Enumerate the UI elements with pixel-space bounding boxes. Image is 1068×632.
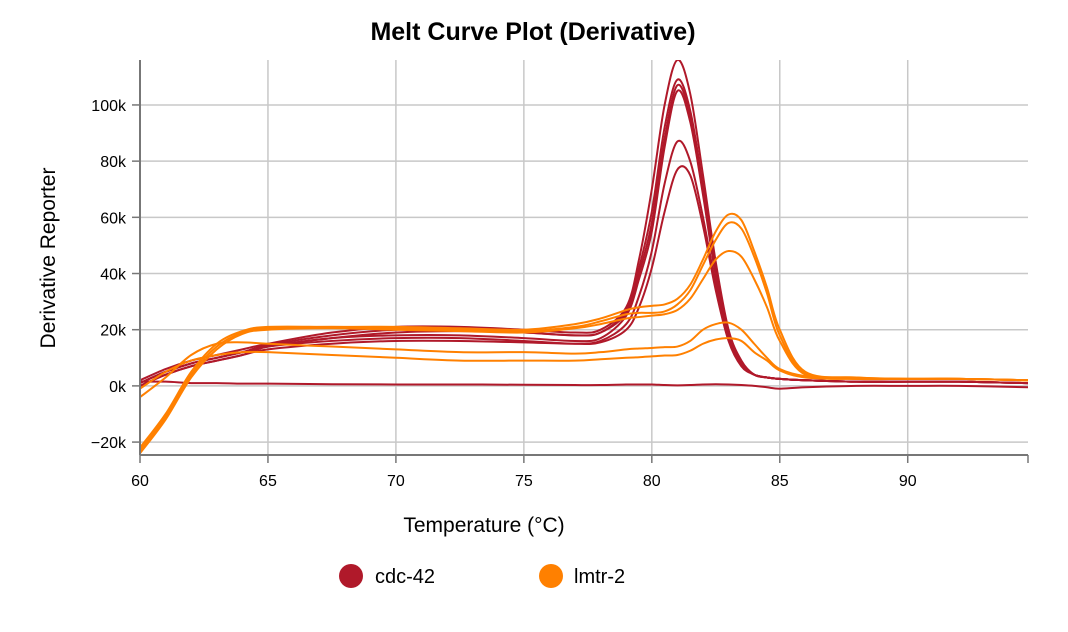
axes: 60 65 70 75 80 85 90 −20k 0k 20k 40k 60k 80k 100k (91, 60, 1029, 490)
series-line-lmtr-2 (140, 212, 1028, 449)
series-line-cdc-42 (140, 165, 1028, 385)
legend-label-lmtr-2: lmtr-2 (574, 566, 625, 588)
y-tick-label: 20k (100, 323, 127, 340)
series-line-cdc-42 (140, 89, 1028, 385)
x-tick-label: 65 (259, 473, 277, 490)
legend-label-cdc-42: cdc-42 (375, 566, 435, 588)
series-line-cdc-42 (140, 139, 1028, 387)
x-tick-label: 75 (515, 473, 533, 490)
series-line-lmtr-2 (140, 249, 1028, 454)
y-axis-label: Derivative Reporter (37, 168, 60, 349)
legend-marker-lmtr-2 (539, 564, 563, 588)
y-tick-label: 0k (109, 379, 127, 396)
y-tick-label: 80k (100, 154, 127, 171)
legend: cdc-42 lmtr-2 (339, 564, 625, 588)
series-line-cdc-42 (140, 380, 1028, 390)
series-line-lmtr-2 (140, 221, 1028, 452)
y-tick-label: −20k (91, 435, 127, 452)
series-line-lmtr-2 (140, 321, 1028, 398)
x-tick-label: 80 (643, 473, 661, 490)
y-tick-label: 100k (91, 98, 127, 115)
x-axis-label: Temperature (°C) (403, 514, 564, 537)
x-tick-label: 60 (131, 473, 149, 490)
x-tick-label: 90 (899, 473, 917, 490)
plot-area (140, 60, 1028, 454)
series-line-cdc-42 (140, 78, 1028, 385)
y-tick-label: 60k (100, 210, 127, 227)
y-tick-label: 40k (100, 267, 127, 284)
series-line-lmtr-2 (140, 337, 1028, 390)
x-tick-label: 70 (387, 473, 405, 490)
x-tick-label: 85 (771, 473, 789, 490)
chart-title: Melt Curve Plot (Derivative) (370, 18, 695, 46)
legend-marker-cdc-42 (339, 564, 363, 588)
grid (140, 60, 1028, 455)
